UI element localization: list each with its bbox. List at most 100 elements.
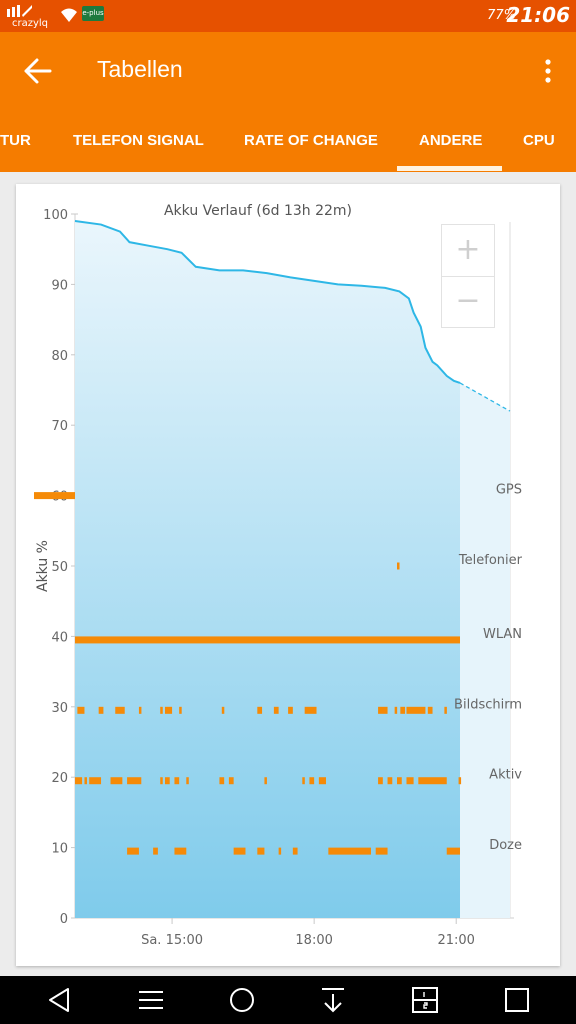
indicator-segment bbox=[179, 706, 182, 714]
carrier-name: crazylq bbox=[12, 18, 49, 29]
indicator-segment bbox=[89, 777, 102, 785]
menu-lines-icon[interactable] bbox=[136, 986, 166, 1014]
indicator-label: Bildschirm bbox=[454, 697, 522, 712]
y-tick-label: 0 bbox=[60, 912, 68, 927]
status-bar: crazylq e-plus 77% 21:06 bbox=[0, 0, 576, 32]
battery-history-chart[interactable]: Akku Verlauf (6d 13h 22m)Akku %100908070… bbox=[16, 184, 560, 966]
indicator-segment bbox=[458, 777, 462, 785]
indicator-label: Aktiv bbox=[489, 768, 522, 783]
y-tick-label: 40 bbox=[51, 630, 68, 645]
indicator-segment bbox=[397, 562, 400, 570]
system-nav-bar bbox=[0, 976, 576, 1024]
indicator-label: Telefonier bbox=[458, 553, 523, 568]
tab-bar: TUR TELEFON SIGNAL RATE OF CHANGE ANDERE… bbox=[0, 110, 576, 172]
indicator-segment bbox=[219, 777, 225, 785]
home-circle-icon[interactable] bbox=[227, 986, 257, 1014]
indicator-segment bbox=[174, 777, 180, 785]
indicator-segment bbox=[221, 706, 225, 714]
y-tick-label: 90 bbox=[51, 278, 68, 293]
indicator-segment bbox=[138, 706, 142, 714]
network-badge: e-plus bbox=[82, 6, 104, 21]
indicator-segment bbox=[110, 777, 123, 785]
indicator-segment bbox=[378, 706, 388, 714]
indicator-segment bbox=[278, 847, 282, 855]
zoom-control: + − bbox=[441, 224, 495, 328]
indicator-segment bbox=[164, 706, 173, 714]
tab-telefon-signal[interactable]: TELEFON SIGNAL bbox=[73, 132, 204, 149]
status-clock: 21:06 bbox=[506, 3, 570, 27]
battery-percent: 77% bbox=[487, 8, 516, 23]
projection-line bbox=[459, 382, 511, 412]
zoom-in-button[interactable]: + bbox=[442, 225, 494, 277]
indicator-segment bbox=[375, 847, 388, 855]
indicator-label: GPS bbox=[496, 483, 522, 498]
battery-line bbox=[74, 220, 461, 384]
indicator-segment bbox=[84, 777, 87, 785]
app-bar: Tabellen bbox=[0, 32, 576, 110]
indicator-segment bbox=[153, 847, 158, 855]
indicator-segment bbox=[418, 777, 447, 785]
tab-temperatur[interactable]: TUR bbox=[0, 132, 31, 149]
y-axis-label: Akku % bbox=[35, 540, 51, 592]
chart-card: Akku Verlauf (6d 13h 22m) Akku % 100 90 80 70… bbox=[16, 184, 560, 966]
split-screen-icon[interactable] bbox=[410, 986, 440, 1014]
indicator-segment bbox=[264, 777, 267, 785]
indicator-segment bbox=[444, 706, 447, 714]
download-arrow-icon[interactable] bbox=[318, 986, 348, 1014]
indicator-label: WLAN bbox=[483, 627, 522, 642]
projection-area bbox=[460, 382, 510, 918]
wifi-icon bbox=[61, 8, 77, 22]
back-triangle-icon[interactable] bbox=[44, 986, 74, 1014]
y-tick-label: 50 bbox=[51, 560, 68, 575]
indicator-segment bbox=[304, 706, 317, 714]
signal-bars-icon bbox=[7, 5, 32, 17]
battery-area bbox=[75, 221, 460, 918]
indicator-segment bbox=[406, 706, 426, 714]
indicator-segment bbox=[186, 777, 189, 785]
y-tick-label: 70 bbox=[51, 419, 68, 434]
indicator-segment bbox=[257, 847, 265, 855]
indicator-segment bbox=[302, 777, 305, 785]
indicator-segment bbox=[174, 847, 187, 855]
indicator-segment bbox=[75, 777, 83, 785]
indicator-segment bbox=[160, 777, 163, 785]
indicator-segment bbox=[273, 706, 279, 714]
indicator-segment bbox=[328, 847, 371, 855]
y-tick-label: 10 bbox=[51, 842, 68, 857]
indicator-segment bbox=[427, 706, 433, 714]
tab-rate-of-change[interactable]: RATE OF CHANGE bbox=[244, 132, 378, 149]
y-tick-label: 20 bbox=[51, 771, 68, 786]
indicator-segment bbox=[75, 636, 460, 644]
indicator-segment bbox=[292, 847, 298, 855]
indicator-segment bbox=[160, 706, 163, 714]
more-vert-icon[interactable] bbox=[538, 56, 558, 86]
indicator-segment bbox=[228, 777, 234, 785]
indicator-segment bbox=[446, 847, 460, 855]
indicator-segment bbox=[34, 492, 75, 500]
indicator-segment bbox=[397, 777, 402, 785]
recents-square-icon[interactable] bbox=[502, 986, 532, 1014]
page-title: Tabellen bbox=[97, 56, 183, 82]
active-tab-indicator bbox=[397, 166, 502, 171]
indicator-segment bbox=[309, 777, 315, 785]
indicator-segment bbox=[164, 777, 170, 785]
indicator-segment bbox=[387, 777, 393, 785]
chart-title: Akku Verlauf (6d 13h 22m) bbox=[164, 203, 352, 219]
tab-andere[interactable]: ANDERE bbox=[419, 132, 483, 149]
indicator-segment bbox=[233, 847, 246, 855]
x-tick-label: 21:00 bbox=[437, 933, 474, 948]
x-tick-label: 18:00 bbox=[295, 933, 332, 948]
indicator-segment bbox=[257, 706, 263, 714]
tab-cpu[interactable]: CPU bbox=[523, 132, 555, 149]
indicator-segment bbox=[400, 706, 406, 714]
indicator-segment bbox=[394, 706, 398, 714]
y-tick-label: 30 bbox=[51, 701, 68, 716]
indicator-segment bbox=[127, 847, 139, 855]
zoom-out-button[interactable]: − bbox=[455, 283, 481, 318]
y-tick-label: 100 bbox=[43, 208, 68, 223]
arrow-left-icon[interactable] bbox=[22, 56, 54, 86]
indicator-label: Doze bbox=[489, 838, 522, 853]
indicator-segment bbox=[115, 706, 125, 714]
indicator-segment bbox=[77, 706, 85, 714]
indicator-segment bbox=[98, 706, 104, 714]
